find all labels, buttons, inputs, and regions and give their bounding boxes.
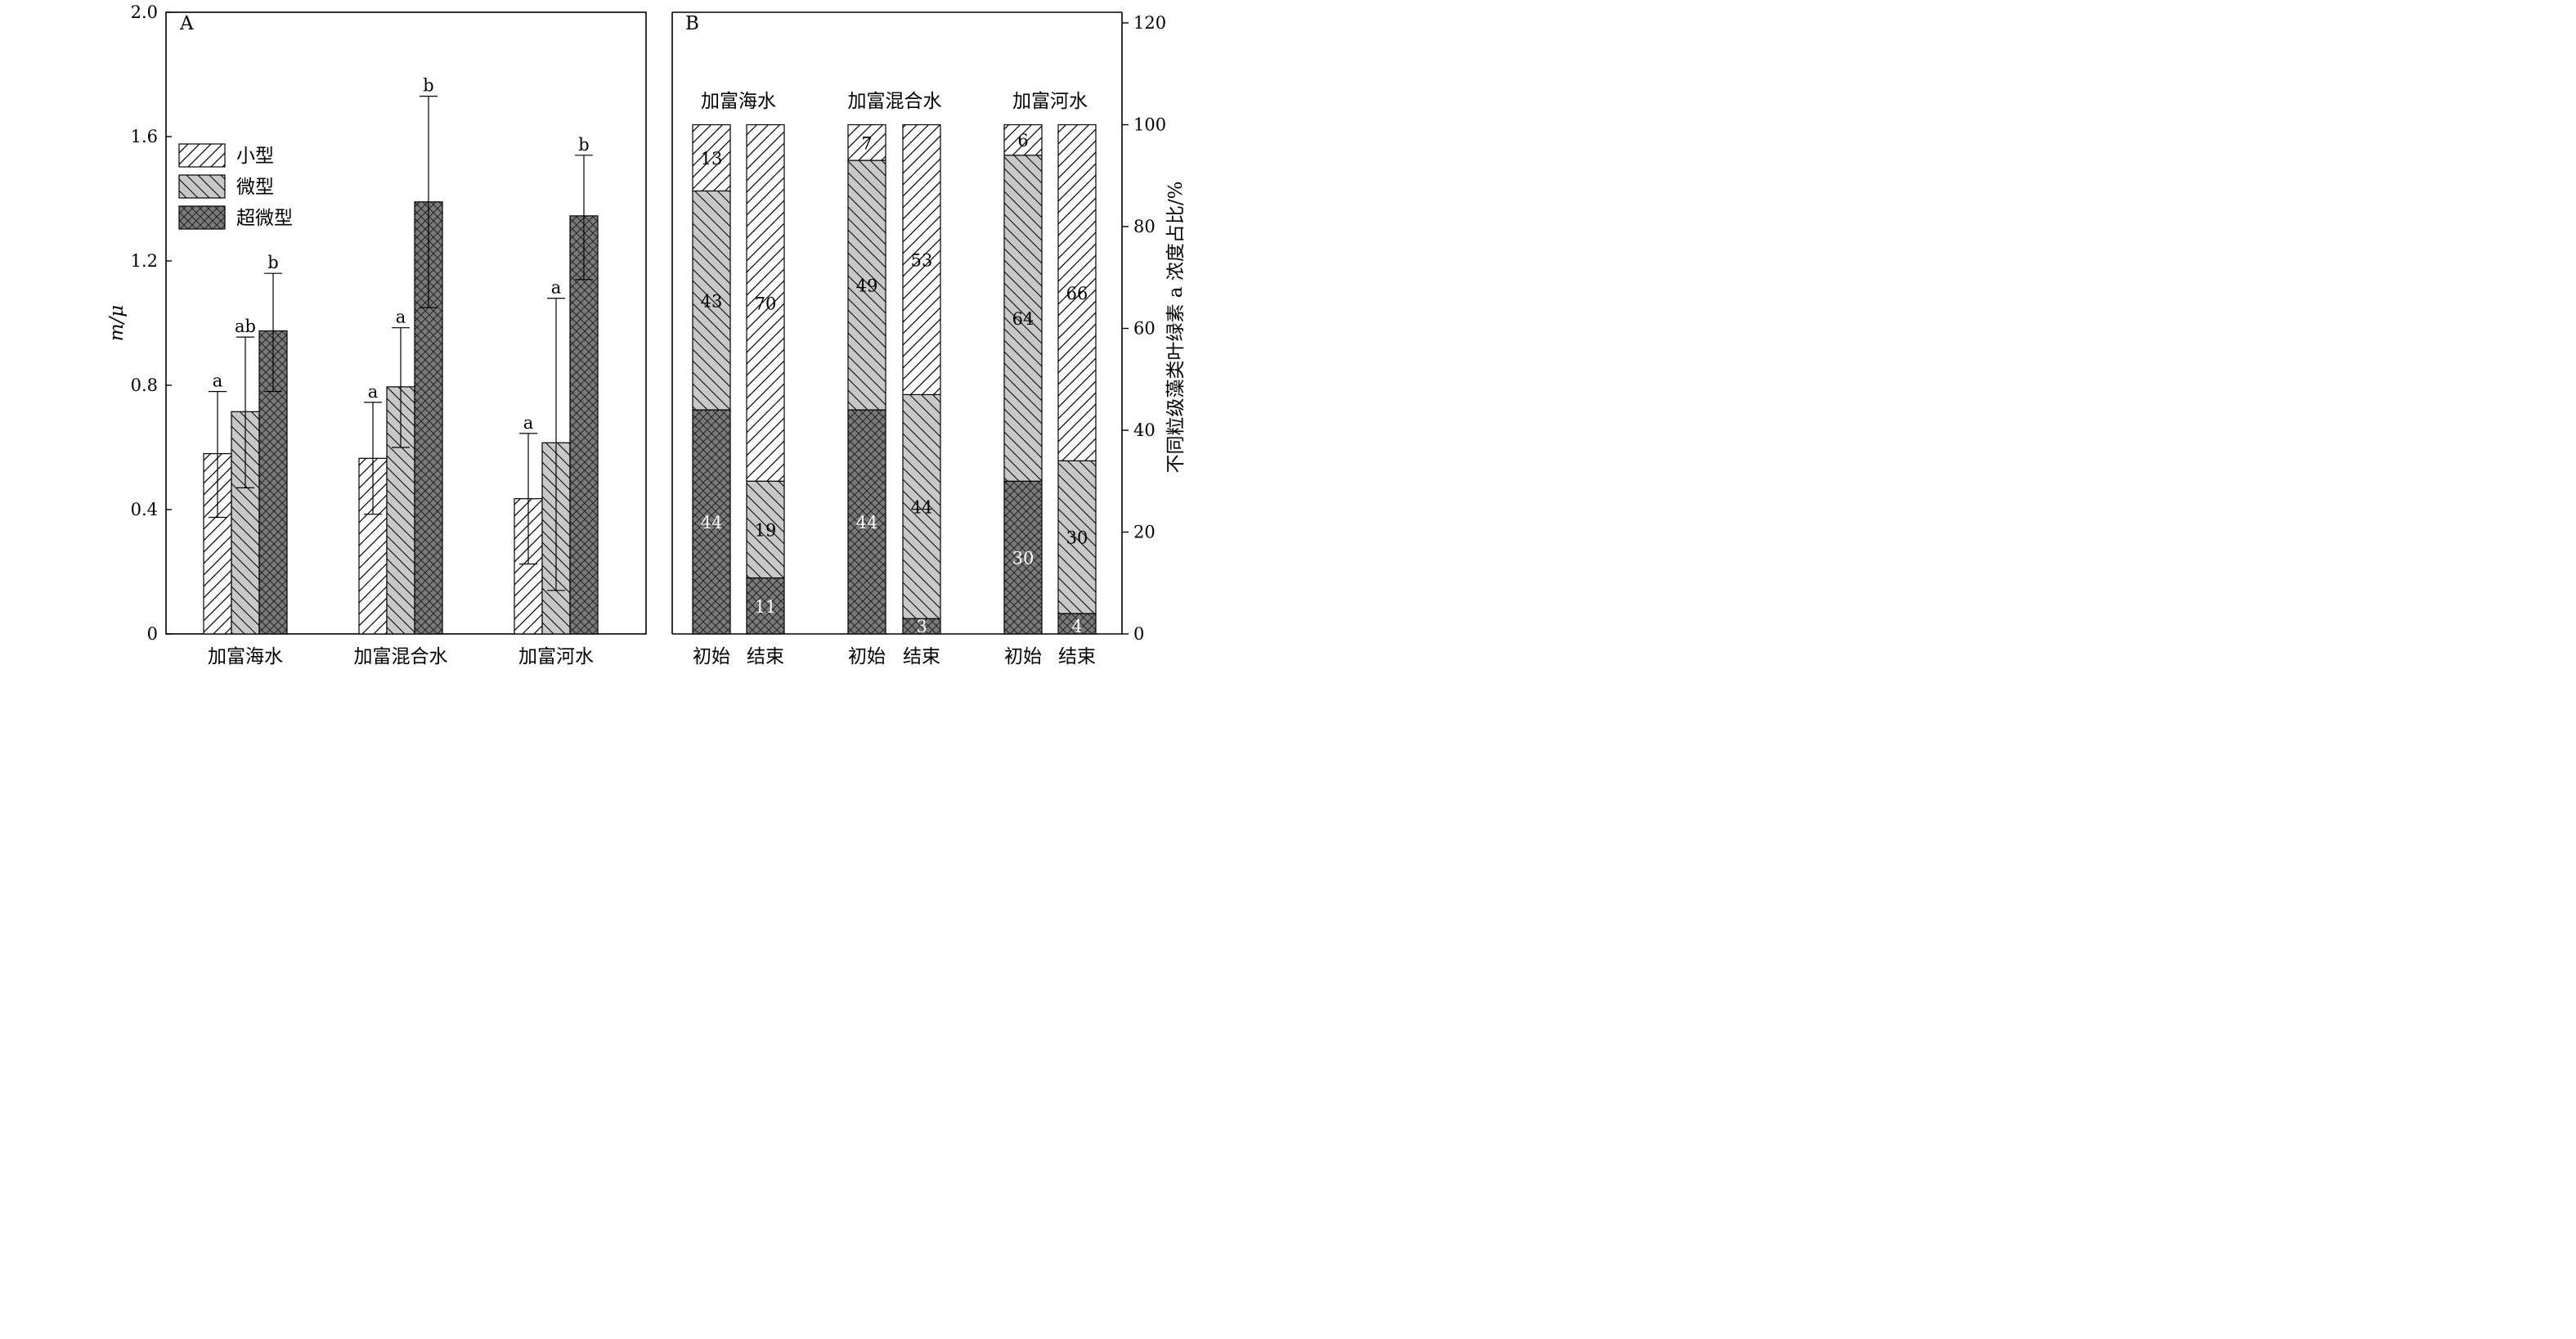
stack-segment-小型 (746, 124, 785, 482)
x-category-label: 加富海水 (208, 646, 283, 667)
segment-value-label: 30 (1012, 549, 1034, 568)
segment-value-label: 70 (755, 294, 777, 313)
stack-segment-小型 (1057, 124, 1097, 461)
y-tick-label: 2.0 (131, 2, 158, 22)
y-tick-label: 1.6 (131, 127, 158, 146)
segment-value-label: 44 (701, 513, 723, 532)
stack-segment-小型 (902, 124, 941, 396)
segment-value-label: 19 (755, 520, 777, 540)
segment-value-label: 44 (856, 513, 878, 532)
y-tick-label: 60 (1133, 319, 1156, 339)
group-title: 加富混合水 (848, 91, 942, 112)
legend-label: 小型 (236, 146, 274, 167)
panel-label-b: B (685, 13, 699, 34)
significance-letter: b (267, 253, 278, 272)
segment-value-label: 30 (1066, 528, 1088, 548)
segment-value-label: 11 (755, 597, 777, 617)
significance-letter: a (368, 382, 379, 402)
stack-segment-超微型 (1057, 613, 1097, 635)
stack-segment-微型 (847, 160, 886, 411)
y-tick-label: 0 (147, 624, 158, 644)
segment-value-label: 6 (1017, 131, 1028, 151)
y-tick-label: 0.8 (131, 375, 158, 395)
y-tick-label: 1.2 (131, 251, 158, 271)
y-axis-label: m/μ (106, 305, 128, 342)
y-axis-label: 不同粒级藻类叶绿素 a 浓度占比/% (1165, 182, 1187, 474)
x-bar-label: 结束 (903, 646, 940, 667)
panel-a: 00.40.81.21.62.0m/μA加富海水aabb加富混合水aab加富河水… (106, 2, 647, 667)
stack-segment-微型 (1057, 460, 1097, 614)
x-bar-label: 初始 (1004, 646, 1042, 667)
stack-segment-超微型 (847, 409, 886, 635)
stack-segment-小型 (847, 124, 886, 161)
stack-segment-超微型 (692, 409, 731, 635)
panel-label-a: A (179, 13, 194, 34)
segment-value-label: 66 (1066, 284, 1088, 303)
x-category-label: 加富河水 (518, 646, 594, 667)
y-tick-label: 0.4 (131, 500, 158, 519)
legend-swatch-微型 (178, 174, 226, 199)
x-category-label: 加富混合水 (354, 646, 448, 667)
y-tick-label: 20 (1133, 523, 1156, 542)
y-tick-label: 0 (1133, 624, 1144, 644)
legend-swatch-小型 (178, 143, 226, 168)
legend-label: 微型 (236, 177, 274, 198)
segment-value-label: 3 (916, 617, 927, 636)
significance-letter: b (578, 135, 589, 155)
legend-label: 超微型 (236, 208, 293, 229)
x-bar-label: 初始 (848, 646, 886, 667)
x-bar-label: 结束 (1058, 646, 1096, 667)
group-title: 加富河水 (1012, 91, 1088, 112)
significance-letter: a (523, 413, 534, 433)
significance-letter: a (396, 308, 406, 327)
stack-segment-微型 (902, 393, 941, 619)
bar-超微型 (569, 215, 599, 635)
significance-letter: a (213, 371, 223, 391)
segment-value-label: 4 (1071, 617, 1082, 636)
y-tick-label: 100 (1133, 115, 1166, 135)
segment-value-label: 7 (861, 133, 872, 153)
panel-b: 0 20 40 60 80 100 120 不同粒级藻类叶绿素 a 浓度占比/% B 加富海水 加富… (671, 11, 1187, 667)
stack-segment-超微型 (746, 577, 785, 635)
segment-value-label: 13 (701, 149, 723, 168)
y-tick-label: 40 (1133, 420, 1156, 440)
significance-letter: b (423, 76, 433, 96)
significance-letter: ab (235, 317, 256, 336)
y-tick-label: 120 (1133, 13, 1166, 33)
segment-value-label: 53 (911, 250, 933, 270)
stack-segment-小型 (1003, 124, 1043, 156)
stack-segment-微型 (692, 190, 731, 411)
x-bar-label: 结束 (747, 646, 784, 667)
stack-segment-小型 (692, 124, 731, 192)
significance-letter: a (551, 278, 562, 298)
legend-swatch-超微型 (178, 205, 226, 230)
x-bar-label: 初始 (693, 646, 730, 667)
segment-value-label: 64 (1012, 309, 1034, 329)
segment-value-label: 43 (701, 291, 723, 311)
segment-value-label: 49 (856, 276, 878, 296)
segment-value-label: 44 (911, 497, 933, 517)
stack-segment-微型 (746, 480, 785, 579)
figure: 00.40.81.21.62.0m/μA加富海水aabb加富混合水aab加富河水… (106, 2, 1187, 667)
group-title: 加富海水 (701, 91, 776, 112)
y-tick-label: 80 (1133, 217, 1156, 236)
